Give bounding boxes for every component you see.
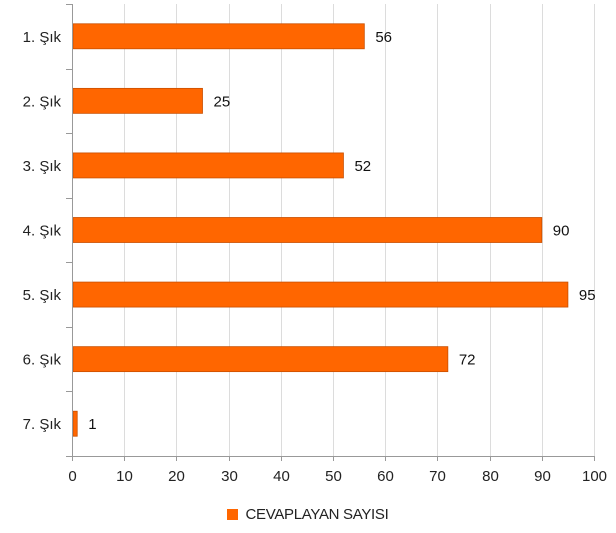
data-label: 72 <box>459 352 476 369</box>
x-tick-label: 90 <box>534 468 551 485</box>
category-label: 2. Şık <box>23 93 62 110</box>
data-label: 52 <box>354 158 371 175</box>
bar <box>72 87 203 114</box>
data-label: 56 <box>375 29 392 46</box>
category-label: 7. Şık <box>23 416 62 433</box>
x-tick-label: 20 <box>168 468 185 485</box>
x-tick-label: 80 <box>482 468 499 485</box>
x-tick-label: 60 <box>377 468 394 485</box>
bar <box>72 217 543 243</box>
legend-label: CEVAPLAYAN SAYISI <box>245 506 389 523</box>
x-tick-label: 0 <box>68 468 76 485</box>
x-tick-label: 70 <box>429 468 446 485</box>
bar-chart: 56 25 52 90 95 72 1 1. Şık 2. Şık 3. Şık 4. Şık 5.… <box>23 4 607 485</box>
bar <box>72 281 569 308</box>
x-tick-label: 30 <box>221 468 238 485</box>
x-tick-label: 40 <box>273 468 290 485</box>
x-tick-label: 50 <box>325 468 342 485</box>
category-label: 5. Şık <box>23 287 62 304</box>
category-label: 3. Şık <box>23 158 62 175</box>
data-label: 90 <box>553 223 570 240</box>
bar <box>72 410 78 437</box>
legend: CEVAPLAYAN SAYISI <box>0 506 616 523</box>
bars: 56 25 52 90 95 72 1 <box>72 23 596 437</box>
category-label: 1. Şık <box>23 29 62 46</box>
bar <box>72 23 365 50</box>
data-label: 25 <box>214 93 231 110</box>
legend-swatch <box>227 509 239 520</box>
bar <box>72 346 449 373</box>
axes: 1. Şık 2. Şık 3. Şık 4. Şık 5. Şık 6. Şık 7. Ş… <box>23 4 607 485</box>
category-label: 6. Şık <box>23 352 62 369</box>
data-label: 1 <box>88 416 96 433</box>
x-tick-label: 100 <box>582 468 607 485</box>
x-tick-label: 10 <box>116 468 133 485</box>
data-label: 95 <box>579 287 596 304</box>
bar <box>72 152 344 179</box>
category-label: 4. Şık <box>23 223 62 240</box>
